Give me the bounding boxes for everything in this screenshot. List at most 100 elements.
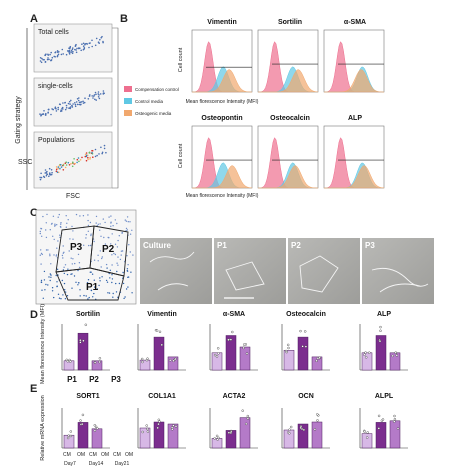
scatter-dot [113,252,115,255]
panel-letter-a: A [30,13,38,25]
scatter-dot [41,289,43,291]
data-point [215,355,219,358]
scatter-dot [118,235,121,237]
scatter-dot [79,159,82,161]
scatter-dot [73,275,76,277]
data-point [368,351,371,354]
scatter-dot [65,107,68,109]
scatter-dot [67,102,70,105]
scatter-dot [91,149,93,152]
scatter-dot [79,295,81,297]
scatter-dot [39,60,42,62]
scatter-dot [62,245,64,247]
data-point [93,429,97,432]
scatter-dot [116,246,119,248]
scatter-dot [127,221,129,223]
scatter-dot [111,248,113,250]
scatter-dot [83,294,85,297]
scatter-dot [58,103,61,105]
scatter-dot [93,259,96,261]
scatter-dot [40,172,42,175]
data-point [288,428,291,431]
scatter-dot [83,47,86,49]
scatter-dot [78,160,80,163]
scatter-dot [80,49,82,52]
scatter-dot [71,106,74,108]
scatter-dot [50,274,52,276]
scatter-dot [50,169,53,171]
scatter-dot [116,222,118,225]
scatter-dot [66,222,68,224]
scatter-dot [91,152,93,154]
bar [239,417,251,449]
scatter-dot [117,239,119,242]
bar [139,359,151,371]
bar-title-osteocalcin: Osteocalcin [286,311,326,318]
scatter-dot [82,102,85,104]
scatter-dot [93,292,95,295]
gate-box-total-cells [33,23,113,73]
scatter-dot [46,213,48,216]
scatter-dot [67,268,69,270]
bar [283,350,295,371]
scatter-dot [129,251,131,253]
scatter-dot [87,279,90,281]
histogram-osteogenic [324,165,385,189]
hist-ylabel-row1: Cell count [178,47,184,72]
gate-box-populations [33,131,113,189]
scatter-dot [44,114,47,116]
day-label-7: Day7 [64,461,76,467]
scatter-dot [101,276,103,278]
data-point [216,438,219,441]
scatter-dot [99,223,101,225]
scatter-dot [51,171,53,174]
scatter-dot [120,250,123,252]
scatter-dot [74,103,77,106]
scatter-dot [129,221,131,223]
scatter-dot [111,233,113,235]
scatter-dot [65,215,67,217]
scatter-dot [47,249,49,251]
scatter-dot [59,167,61,170]
scatter-dot [57,171,60,174]
hist-title-vimentin: Vimentin [207,19,236,26]
scatter-dot [97,96,100,98]
scatter-dot [63,272,65,275]
data-point [242,346,245,350]
scatter-dot [78,103,81,106]
data-point [301,345,304,348]
panel-a: Gating strategy Total cells single-cells… [15,23,119,200]
scatter-dot [76,158,79,161]
scatter-dot [97,260,99,262]
histogram-osteogenic [258,165,318,189]
scatter-dot [85,159,88,162]
scatter-dot [62,294,64,296]
scatter-dot [94,155,97,158]
scatter-dot [116,262,118,264]
bar [63,434,75,449]
scatter-dot [53,254,55,256]
scatter-dot [57,167,59,170]
scatter-dot [40,252,43,255]
gate-outline-p1 [55,267,125,301]
scatter-dot [85,295,87,297]
scatter-dot [76,98,79,100]
data-point [244,422,248,426]
scatter-dot [71,48,74,51]
cond-label-cm-3: CM [113,452,121,458]
data-point [93,361,97,364]
scatter-dot [65,104,68,107]
scatter-dot [49,229,51,231]
scatter-dot [93,94,96,96]
bar-title-sort1: SORT1 [76,393,99,400]
scatter-dot [77,282,80,284]
scatter-dot [70,99,72,102]
scatter-dot [49,172,51,174]
bar [375,335,387,371]
data-point [229,431,233,435]
cond-label-cm-2: CM [89,452,97,458]
scatter-dot [100,37,102,39]
scatter-dot [94,98,96,101]
gate-box-label-total-cells: Total cells [38,29,69,36]
data-point [80,422,84,426]
